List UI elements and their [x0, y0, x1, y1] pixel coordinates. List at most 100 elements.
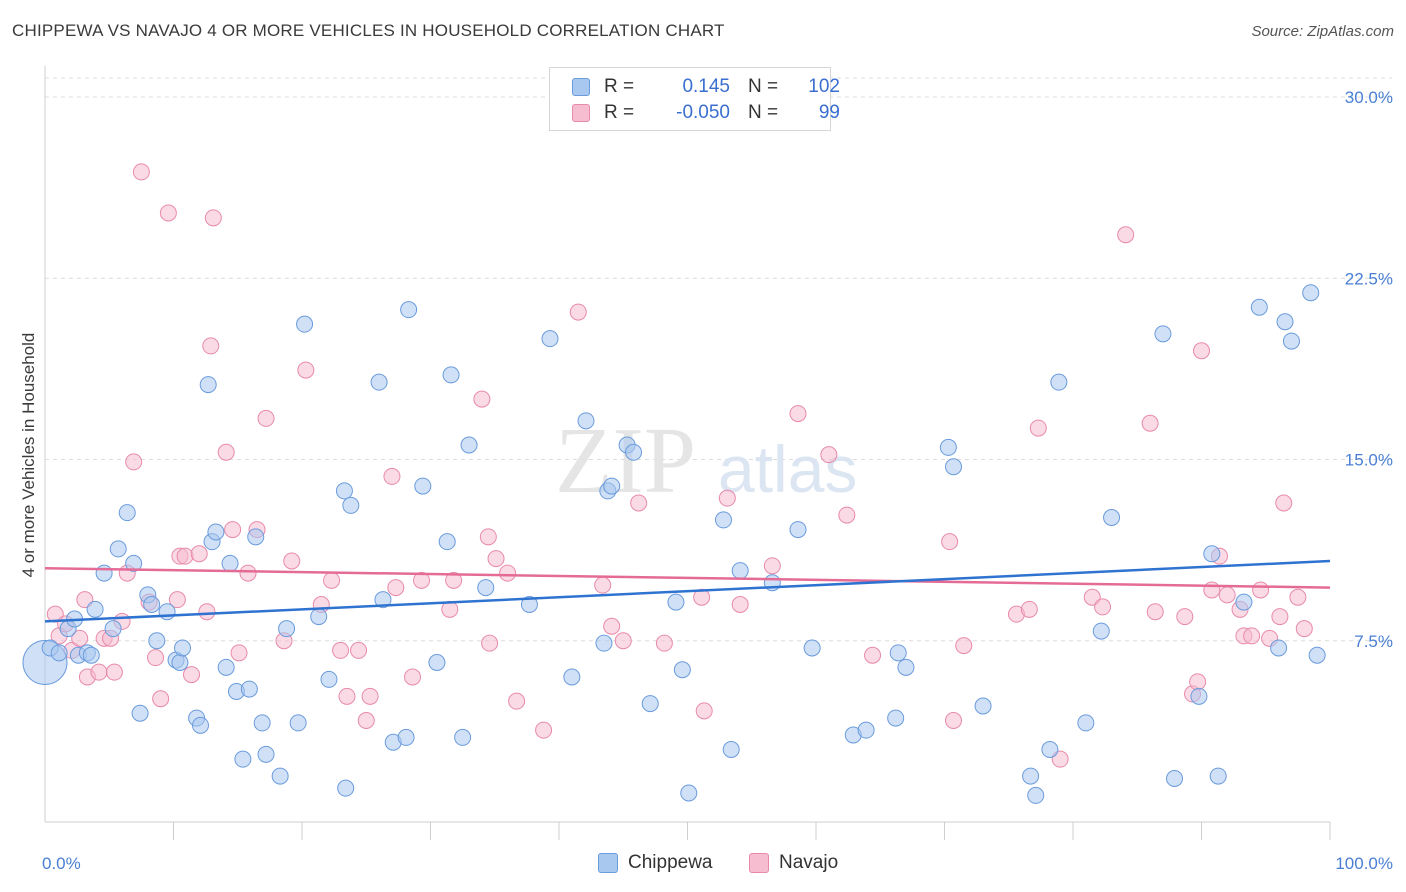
chippewa-point: [1282, 332, 1300, 350]
chippewa-point: [731, 562, 749, 580]
watermark-atlas: atlas: [718, 432, 857, 506]
bottom-legend-navajo[interactable]: Navajo: [749, 852, 838, 874]
chippewa-point: [271, 767, 289, 785]
navajo-point: [1029, 419, 1047, 437]
navajo-point: [230, 644, 248, 662]
legend-r-label: R =: [604, 102, 635, 123]
chippewa-point: [577, 412, 595, 430]
navajo-swatch: [572, 104, 590, 122]
chippewa-point: [95, 564, 113, 582]
chippewa-point: [118, 504, 136, 522]
chippewa-point: [563, 668, 581, 686]
chippewa-point: [171, 654, 189, 671]
navajo-point: [1295, 620, 1313, 638]
navajo-point: [125, 453, 143, 471]
navajo-point: [535, 721, 553, 739]
chippewa-point: [520, 596, 538, 613]
chippewa-point: [1027, 786, 1045, 804]
chippewa-point: [680, 784, 698, 802]
navajo-point: [1252, 581, 1270, 599]
chippewa-point: [1209, 767, 1227, 785]
navajo-point: [413, 571, 431, 589]
chippewa-point: [1022, 767, 1040, 785]
chippewa-point: [234, 750, 252, 768]
chippewa-point: [125, 554, 143, 572]
chart-title: CHIPPEWA VS NAVAJO 4 OR MORE VEHICLES IN…: [12, 21, 725, 40]
chippewa-point: [722, 741, 740, 758]
y-tick-label: 30.0%: [1345, 88, 1393, 107]
navajo-point: [361, 687, 379, 705]
navajo-point: [1094, 598, 1112, 616]
navajo-point: [152, 690, 170, 708]
navajo-point: [481, 634, 499, 652]
navajo-point: [864, 646, 882, 664]
navajo-point: [594, 576, 612, 594]
chippewa-point: [240, 680, 258, 698]
navajo-point: [357, 712, 375, 729]
chippewa-point: [454, 728, 472, 746]
y-tick-label: 22.5%: [1345, 269, 1393, 288]
navajo-point: [383, 467, 401, 485]
chippewa-point: [1190, 687, 1208, 705]
chippewa-point: [1103, 509, 1121, 526]
navajo-point: [569, 303, 587, 321]
navajo-point: [71, 629, 89, 647]
chippewa-point: [191, 716, 209, 734]
bottom-legend-chippewa[interactable]: Chippewa: [598, 852, 713, 874]
navajo-point: [1176, 608, 1194, 626]
chippewa-point: [148, 632, 166, 650]
chippewa-point: [939, 438, 957, 456]
chippewa-point: [370, 373, 388, 391]
navajo-point: [90, 663, 108, 681]
chippewa-point: [342, 496, 360, 514]
y-tick-labels: 7.5% 15.0% 22.5% 30.0%: [1345, 88, 1393, 651]
chippewa-point: [442, 366, 460, 384]
chippewa-points: [22, 284, 1326, 804]
navajo-point: [1193, 342, 1210, 360]
navajo-point: [323, 571, 341, 589]
chippewa-point: [335, 482, 353, 500]
navajo-point: [630, 494, 648, 512]
chippewa-point: [438, 533, 456, 551]
navajo-point: [1275, 494, 1293, 512]
chippewa-point: [199, 376, 217, 394]
navajo-point: [387, 579, 405, 597]
chippewa-point: [625, 443, 643, 461]
chippewa-point: [1235, 593, 1253, 611]
chippewa-point: [603, 477, 621, 495]
chippewa-point: [278, 620, 296, 638]
chippewa-point: [857, 721, 875, 739]
grid-lines: [45, 77, 1392, 642]
navajo-point: [257, 409, 275, 427]
navajo-point: [473, 390, 491, 408]
navajo-point: [655, 634, 673, 652]
legend-n-value: 102: [808, 76, 840, 97]
chippewa-point: [460, 436, 478, 454]
x-tick-labels: 0.0% 100.0%: [42, 854, 1393, 873]
navajo-point: [132, 163, 150, 181]
chippewa-point: [889, 644, 907, 662]
navajo-point: [731, 596, 749, 613]
navajo-point: [224, 521, 242, 539]
navajo-point: [499, 564, 517, 582]
watermark-zip: ZIP: [555, 409, 696, 513]
chippewa-point: [86, 600, 104, 618]
legend-r-label: R =: [604, 76, 635, 97]
chippewa-point: [207, 523, 225, 541]
chippewa-point: [374, 591, 392, 609]
navajo-point: [1289, 588, 1307, 606]
chippewa-point: [173, 639, 191, 657]
chippewa-point: [337, 779, 355, 797]
legend-n-value: 99: [818, 102, 840, 123]
x-tick-label: 100.0%: [1335, 854, 1393, 873]
navajo-point: [1243, 627, 1261, 645]
navajo-point: [508, 692, 526, 710]
chippewa-point: [641, 695, 659, 713]
navajo-point: [695, 702, 713, 720]
navajo-point: [147, 649, 165, 667]
chippewa-point: [158, 603, 176, 621]
chippewa-point: [667, 593, 685, 611]
chippewa-swatch: [572, 78, 590, 96]
chippewa-point: [50, 644, 68, 662]
legend-row-chippewa: R = 0.145 N = 102: [572, 75, 840, 99]
